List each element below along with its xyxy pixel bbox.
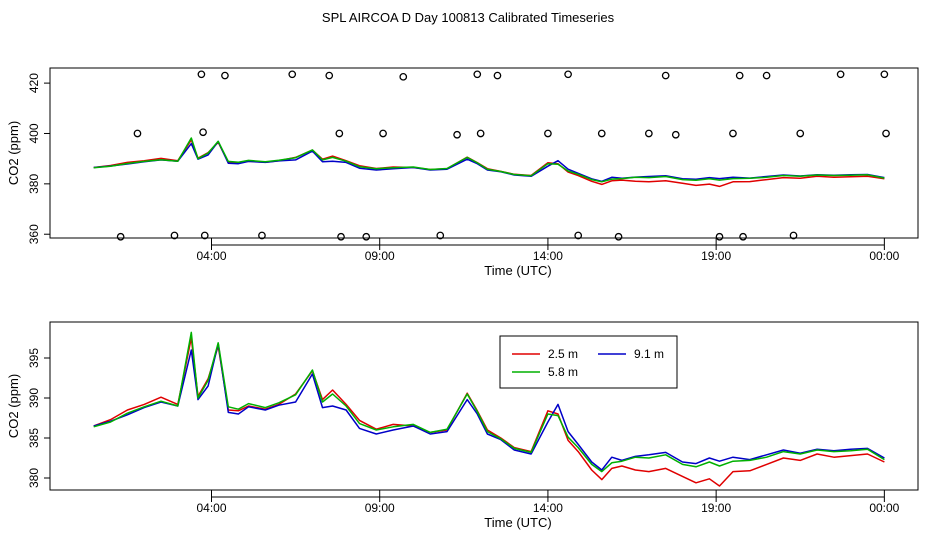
scatter-point [337,232,345,241]
scatter-point [564,70,572,79]
scatter-point [836,70,845,79]
scatter-point [882,129,890,138]
series-line-58m [93,137,885,183]
scatter-point [200,231,209,240]
y-tick-label: 380 [27,468,41,488]
y-tick-label: 395 [27,348,41,368]
scatter-point [645,129,653,138]
x-tick-label: 19:00 [701,501,731,515]
scatter-point [473,70,482,79]
scatter-point [574,231,583,240]
x-tick-label: 00:00 [869,501,899,515]
legend-label: 5.8 m [548,365,578,379]
scatter-point [614,232,623,241]
y-tick-label: 400 [27,123,41,143]
y-axis-title: CO2 (ppm) [6,121,21,185]
scatter-point [379,129,387,138]
y-tick-label: 380 [27,174,41,194]
scatter-point [715,232,724,241]
plot-frame [49,67,919,239]
scatter-point [493,71,502,80]
panel-top: 04:00 09:00 14:00 19:00 00:00 Time (UTC) 360 38… [6,67,919,278]
y-axis-title: CO2 (ppm) [6,374,21,438]
scatter-point [476,129,485,138]
scatter-point [170,231,179,240]
series-line-25m [93,139,885,188]
chart-title: SPL AIRCOA D Day 100813 Calibrated Times… [322,10,615,25]
y-tick-label: 360 [27,224,41,244]
scatter-point [325,71,334,80]
scatter-point [735,71,744,80]
x-tick-label: 14:00 [533,249,563,263]
scatter-point [436,231,445,240]
scatter-point [133,129,142,138]
legend: 2.5 m 5.8 m 9.1 m [499,335,678,389]
x-tick-label: 09:00 [365,501,395,515]
scatter-point [661,71,670,80]
scatter-point [399,72,408,81]
scatter-point [453,130,461,139]
scatter-point [544,129,552,138]
scatter-point [796,129,805,138]
scatter-point [762,71,771,80]
plot-frame [49,321,919,491]
y-tick-label: 385 [27,428,41,448]
scatter-point [258,231,266,240]
scatter-point [597,129,606,138]
series-line-58m [93,331,885,473]
scatter-point [199,128,207,137]
panel-bottom: 04:00 09:00 14:00 19:00 00:00 Time (UTC) 380 38… [6,321,919,530]
x-tick-label: 04:00 [196,501,226,515]
scatter-point [729,129,737,138]
series-line-25m [93,337,885,487]
x-tick-label: 09:00 [365,249,395,263]
scatter-point [335,129,344,138]
scatter-point [739,232,747,241]
scatter-point [197,70,206,79]
y-tick-label: 390 [27,388,41,408]
scatter-point [221,71,229,80]
scatter-point [116,232,125,241]
scatter-point [671,130,680,139]
legend-label: 9.1 m [634,347,664,361]
x-tick-label: 00:00 [869,249,899,263]
legend-box [499,335,678,389]
scatter-point [288,70,297,79]
x-tick-label: 19:00 [701,249,731,263]
scatter-point [789,231,798,240]
legend-label: 2.5 m [548,347,578,361]
scatter-point [880,70,889,79]
scatter-point [362,232,371,241]
x-tick-label: 04:00 [196,249,226,263]
x-tick-label: 14:00 [533,501,563,515]
x-axis-title: Time (UTC) [484,515,551,530]
x-axis-title: Time (UTC) [484,263,551,278]
y-tick-label: 420 [27,73,41,93]
